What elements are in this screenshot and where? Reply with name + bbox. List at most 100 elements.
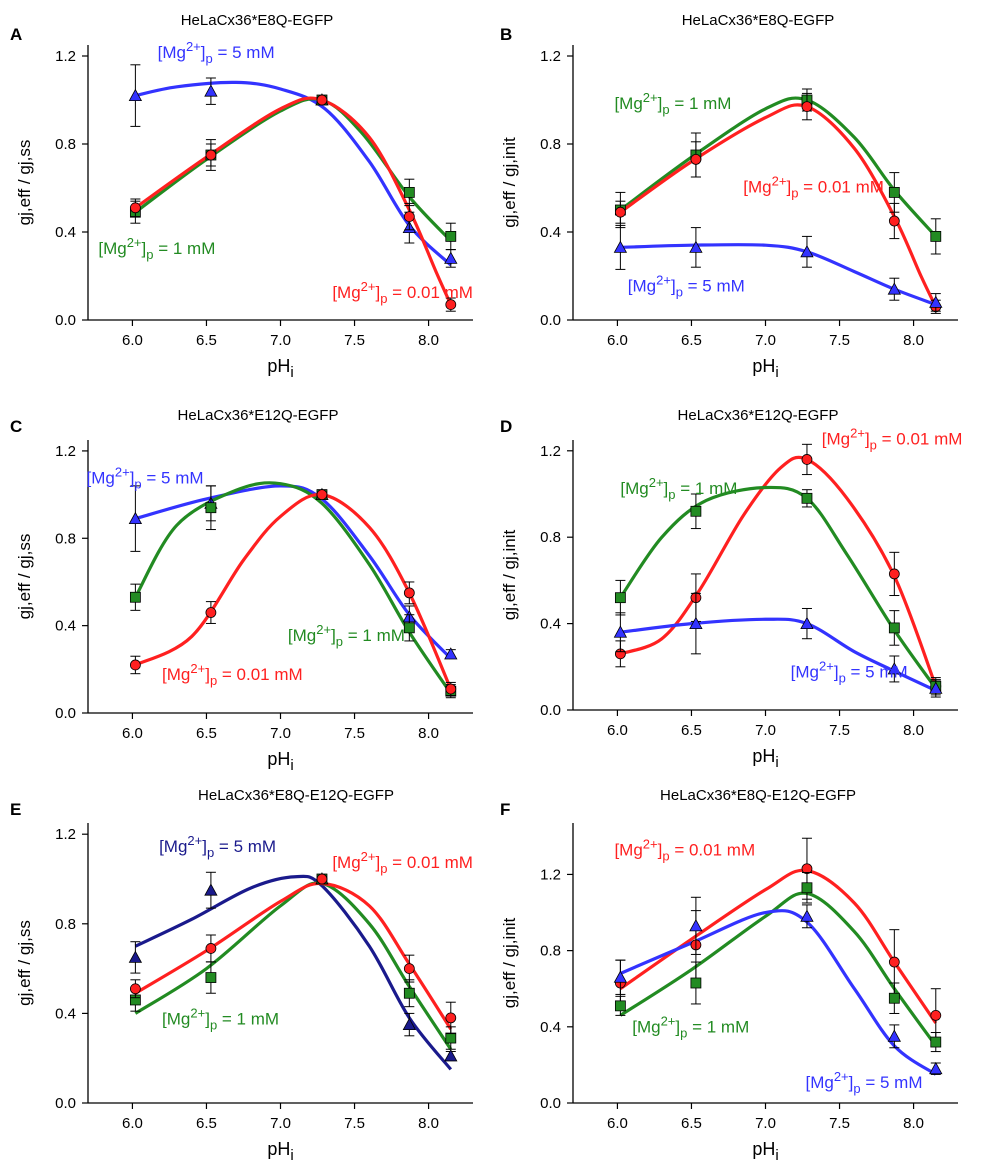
y-axis-label: gj,eff / gj,ss bbox=[15, 920, 34, 1006]
x-tick-label: 7.0 bbox=[755, 1115, 776, 1132]
y-tick-label: 0.4 bbox=[55, 1005, 76, 1022]
data-point bbox=[403, 963, 415, 974]
data-point bbox=[887, 282, 902, 295]
x-tick-label: 7.0 bbox=[270, 1115, 291, 1132]
panel-title: HeLaCx36*E8Q-E12Q-EGFP bbox=[198, 787, 394, 804]
data-point bbox=[689, 919, 703, 932]
data-point bbox=[445, 299, 457, 311]
data-point bbox=[445, 1032, 457, 1044]
data-point bbox=[930, 1009, 942, 1021]
data-point bbox=[689, 616, 703, 629]
data-point bbox=[129, 591, 141, 603]
data-point bbox=[800, 244, 814, 258]
data-point bbox=[888, 992, 900, 1004]
x-tick-label: 7.5 bbox=[344, 332, 365, 349]
y-tick-label: 0.8 bbox=[540, 136, 561, 153]
data-point bbox=[205, 972, 217, 983]
data-point bbox=[888, 186, 900, 198]
data-point bbox=[929, 1061, 943, 1075]
data-point bbox=[316, 94, 328, 106]
panel-letter: A bbox=[10, 25, 22, 44]
y-axis-label: gj,eff / gj,ss bbox=[15, 534, 34, 620]
data-point bbox=[403, 211, 415, 223]
y-tick-label: 0.0 bbox=[55, 705, 76, 722]
y-axis-label: gj,eff / gj,init bbox=[500, 918, 519, 1009]
series-curve bbox=[134, 96, 453, 306]
data-point bbox=[930, 230, 942, 242]
y-tick-label: 0.4 bbox=[540, 224, 561, 241]
y-axis-label: gj,eff / gj,init bbox=[500, 530, 519, 621]
series-annotation: [Mg2+]p = 0.01 mM bbox=[743, 173, 884, 200]
data-point bbox=[444, 647, 458, 660]
data-point bbox=[403, 987, 415, 999]
y-tick-label: 0.8 bbox=[540, 529, 561, 546]
series-annotation: [Mg2+]p = 0.01 mM bbox=[614, 836, 755, 863]
data-point bbox=[613, 240, 628, 253]
data-point bbox=[316, 489, 328, 501]
y-tick-label: 1.2 bbox=[540, 443, 561, 460]
data-point bbox=[887, 1029, 902, 1042]
panel-c: C HeLaCx36*E12Q-EGFP 6.0 6.5 7.0 7.5 8.0 0.0 0.4… bbox=[10, 407, 473, 774]
data-point bbox=[129, 659, 141, 671]
series-annotation: [Mg2+]p = 5 mM bbox=[628, 272, 745, 299]
data-point bbox=[800, 616, 814, 629]
y-tick-label: 1.2 bbox=[55, 826, 76, 843]
y-tick-label: 0.8 bbox=[55, 530, 76, 547]
x-axis-label: pHi bbox=[752, 1139, 778, 1163]
data-point bbox=[445, 683, 457, 695]
series-annotation: [Mg2+]p = 5 mM bbox=[159, 833, 276, 860]
data-point bbox=[444, 251, 458, 264]
series-annotation: [Mg2+]p = 1 mM bbox=[614, 90, 731, 117]
x-tick-label: 7.0 bbox=[270, 332, 291, 349]
data-point bbox=[929, 681, 943, 694]
series-annotation: [Mg2+]p = 1 mM bbox=[98, 235, 215, 262]
x-tick-label: 6.0 bbox=[607, 722, 628, 739]
x-tick-label: 7.5 bbox=[344, 1115, 365, 1132]
x-tick-label: 7.0 bbox=[755, 332, 776, 349]
data-point bbox=[690, 977, 702, 989]
data-point bbox=[205, 502, 217, 514]
data-point bbox=[403, 186, 415, 198]
data-point bbox=[205, 943, 217, 954]
x-axis-label: pHi bbox=[267, 1139, 293, 1163]
series-curve bbox=[619, 909, 937, 1076]
series-curve bbox=[134, 492, 453, 690]
x-tick-label: 8.0 bbox=[418, 1115, 439, 1132]
y-tick-label: 1.2 bbox=[55, 48, 76, 65]
series-annotation: [Mg2+]p = 1 mM bbox=[288, 622, 405, 649]
data-point bbox=[128, 511, 143, 525]
data-point bbox=[800, 909, 814, 922]
data-point bbox=[613, 625, 628, 638]
data-point bbox=[129, 202, 141, 214]
panel-title: HeLaCx36*E12Q-EGFP bbox=[178, 407, 339, 424]
panel-a: A HeLaCx36*E8Q-EGFP 6.0 6.5 7.0 7.5 8.0 0.0 0.4 0… bbox=[10, 12, 473, 381]
series-annotation: [Mg2+]p = 0.01 mM bbox=[332, 849, 473, 876]
y-tick-label: 0.4 bbox=[540, 1019, 561, 1036]
data-point bbox=[205, 607, 217, 618]
panel-e: E HeLaCx36*E8Q-E12Q-EGFP 6.0 6.5 7.0 7.5 8.0 0.… bbox=[10, 787, 473, 1163]
data-point bbox=[801, 882, 813, 894]
x-tick-label: 7.0 bbox=[270, 725, 291, 742]
x-tick-label: 7.0 bbox=[755, 722, 776, 739]
series-annotation: [Mg2+]p = 0.01 mM bbox=[162, 661, 303, 688]
data-point bbox=[887, 662, 902, 675]
x-tick-label: 6.0 bbox=[122, 1115, 143, 1132]
data-point bbox=[801, 101, 813, 112]
series-curve bbox=[133, 481, 453, 695]
x-tick-label: 6.0 bbox=[122, 725, 143, 742]
x-tick-label: 6.5 bbox=[681, 722, 702, 739]
data-point bbox=[929, 295, 943, 308]
data-point bbox=[445, 230, 457, 242]
panel-d: D HeLaCx36*E12Q-EGFP 6.0 6.5 7.0 7.5 8.0 0.0 0.4… bbox=[500, 407, 962, 771]
x-tick-label: 6.0 bbox=[122, 332, 143, 349]
data-point bbox=[204, 84, 218, 97]
data-point bbox=[614, 206, 626, 218]
panel-letter: B bbox=[500, 25, 512, 44]
series-annotation: [Mg2+]p = 0.01 mM bbox=[332, 279, 473, 306]
x-tick-label: 6.0 bbox=[607, 332, 628, 349]
data-point bbox=[403, 587, 415, 599]
panel-title: HeLaCx36*E12Q-EGFP bbox=[678, 407, 839, 424]
data-point bbox=[888, 568, 900, 580]
y-tick-label: 0.0 bbox=[55, 312, 76, 329]
y-tick-label: 0.4 bbox=[540, 616, 561, 633]
